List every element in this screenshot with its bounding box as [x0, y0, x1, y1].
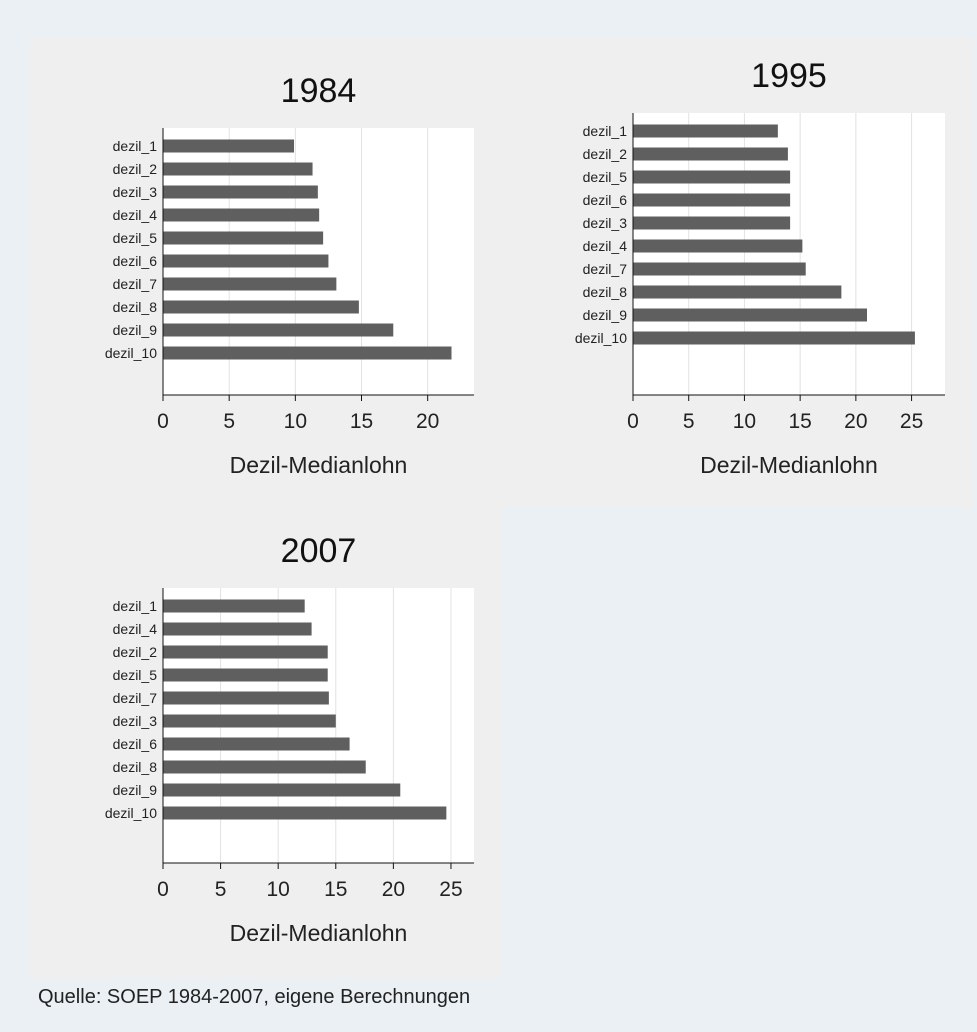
chart-1984-bar-dezil_8 — [163, 300, 359, 314]
chart-1984-bar-dezil_10 — [163, 346, 452, 360]
chart-2007-title: 2007 — [281, 532, 357, 570]
chart-2007-bar-dezil_6 — [163, 737, 350, 751]
chart-1995-x-tick-label: 0 — [627, 410, 639, 433]
chart-1995-x-tick-label: 10 — [733, 410, 756, 433]
chart-1984-category-label: dezil_5 — [113, 230, 158, 246]
chart-1995-category-label: dezil_1 — [583, 123, 628, 139]
chart-2007-x-tick-label: 25 — [439, 878, 462, 901]
chart-2007-category-label: dezil_2 — [113, 644, 158, 660]
chart-2007-bar-dezil_5 — [163, 668, 328, 682]
chart-2007-category-label: dezil_8 — [113, 759, 158, 775]
chart-1995-category-label: dezil_8 — [583, 284, 628, 300]
chart-2007-category-label: dezil_7 — [113, 690, 158, 706]
chart-1984-category-label: dezil_4 — [113, 207, 158, 223]
chart-1995-bar-dezil_2 — [633, 147, 788, 161]
chart-1984-x-tick-label: 0 — [157, 410, 169, 433]
chart-1995-category-label: dezil_10 — [575, 330, 627, 346]
chart-2007-bar-dezil_4 — [163, 622, 312, 636]
chart-2007-x-label: Dezil-Medianlohn — [230, 920, 408, 946]
chart-2007-category-label: dezil_9 — [113, 782, 158, 798]
chart-1995-bar-dezil_10 — [633, 331, 915, 345]
chart-1984-bar-dezil_2 — [163, 162, 313, 176]
chart-2007-x-tick-label: 5 — [215, 878, 227, 901]
chart-1984-category-label: dezil_9 — [113, 322, 158, 338]
chart-1995-bar-dezil_9 — [633, 308, 867, 322]
chart-1984-category-label: dezil_8 — [113, 299, 158, 315]
chart-1984-title: 1984 — [281, 72, 357, 110]
chart-2007-category-label: dezil_1 — [113, 598, 158, 614]
chart-1995-x-tick-label: 15 — [788, 410, 811, 433]
chart-1984-category-label: dezil_6 — [113, 253, 158, 269]
chart-2007-category-label: dezil_10 — [105, 805, 157, 821]
chart-2007-x-tick-label: 0 — [157, 878, 169, 901]
chart-1984-x-tick-label: 5 — [223, 410, 235, 433]
chart-1984-x-tick-label: 10 — [284, 410, 307, 433]
chart-2007-category-label: dezil_6 — [113, 736, 158, 752]
chart-1995-bar-dezil_8 — [633, 285, 842, 299]
chart-1984-x-label: Dezil-Medianlohn — [230, 452, 408, 478]
chart-1995-bar-dezil_1 — [633, 124, 778, 138]
chart-2007-x-tick-label: 15 — [324, 878, 347, 901]
chart-1984-category-label: dezil_10 — [105, 345, 157, 361]
chart-2007-bar-dezil_2 — [163, 645, 328, 659]
chart-1984-bar-dezil_3 — [163, 185, 318, 199]
chart-1984-bar-dezil_4 — [163, 208, 320, 222]
chart-1984-category-label: dezil_1 — [113, 138, 158, 154]
chart-2007: dezil_1 dezil_4 dezil_2 dezil_5 dezil_7dezil… — [105, 532, 474, 946]
chart-2007-bar-dezil_9 — [163, 783, 401, 797]
chart-1984-category-label: dezil_7 — [113, 276, 158, 292]
chart-1984-category-label: dezil_2 — [113, 161, 158, 177]
chart-1995-category-label: dezil_6 — [583, 192, 628, 208]
chart-1995-title: 1995 — [751, 57, 827, 95]
chart-2007-x-tick-label: 20 — [382, 878, 405, 901]
chart-1995-x-tick-label: 25 — [900, 410, 923, 433]
chart-2007-bar-dezil_7 — [163, 691, 329, 705]
chart-2007-bar-dezil_1 — [163, 599, 305, 613]
chart-1984-category-label: dezil_3 — [113, 184, 158, 200]
chart-1984-bar-dezil_7 — [163, 277, 337, 291]
chart-1984-bar-dezil_9 — [163, 323, 394, 337]
chart-1995-bar-dezil_6 — [633, 193, 791, 207]
chart-1984-bar-dezil_5 — [163, 231, 324, 245]
chart-1995-x-tick-label: 5 — [683, 410, 695, 433]
chart-1995-category-label: dezil_7 — [583, 261, 628, 277]
chart-1995: dezil_1 dezil_2 dezil_5 dezil_6 dezil_3dezil… — [575, 57, 945, 478]
chart-2007-bar-dezil_10 — [163, 806, 447, 820]
chart-1995-x-label: Dezil-Medianlohn — [700, 452, 878, 478]
chart-2007-bar-dezil_8 — [163, 760, 366, 774]
chart-2007-bar-dezil_3 — [163, 714, 336, 728]
chart-1995-category-label: dezil_4 — [583, 238, 628, 254]
chart-1995-bar-dezil_3 — [633, 216, 791, 230]
chart-1995-category-label: dezil_5 — [583, 169, 628, 185]
chart-1995-category-label: dezil_2 — [583, 146, 628, 162]
chart-1995-bar-dezil_7 — [633, 262, 806, 276]
chart-1995-category-label: dezil_9 — [583, 307, 628, 323]
chart-1984: dezil_1 dezil_2 dezil_3 dezil_4 dezil_5dezil… — [105, 72, 474, 478]
chart-1984-x-tick-label: 15 — [350, 410, 373, 433]
chart-1995-category-label: dezil_3 — [583, 215, 628, 231]
chart-2007-category-label: dezil_3 — [113, 713, 158, 729]
chart-1984-bar-dezil_6 — [163, 254, 329, 268]
chart-1995-x-tick-label: 20 — [844, 410, 867, 433]
chart-1995-bar-dezil_4 — [633, 239, 803, 253]
chart-1995-bar-dezil_5 — [633, 170, 791, 184]
chart-2007-category-label: dezil_5 — [113, 667, 158, 683]
chart-1984-bar-dezil_1 — [163, 139, 295, 153]
chart-2007-x-tick-label: 10 — [267, 878, 290, 901]
chart-1984-x-tick-label: 20 — [416, 410, 439, 433]
chart-2007-category-label: dezil_4 — [113, 621, 158, 637]
source-note: Quelle: SOEP 1984-2007, eigene Berechnun… — [38, 986, 471, 1008]
